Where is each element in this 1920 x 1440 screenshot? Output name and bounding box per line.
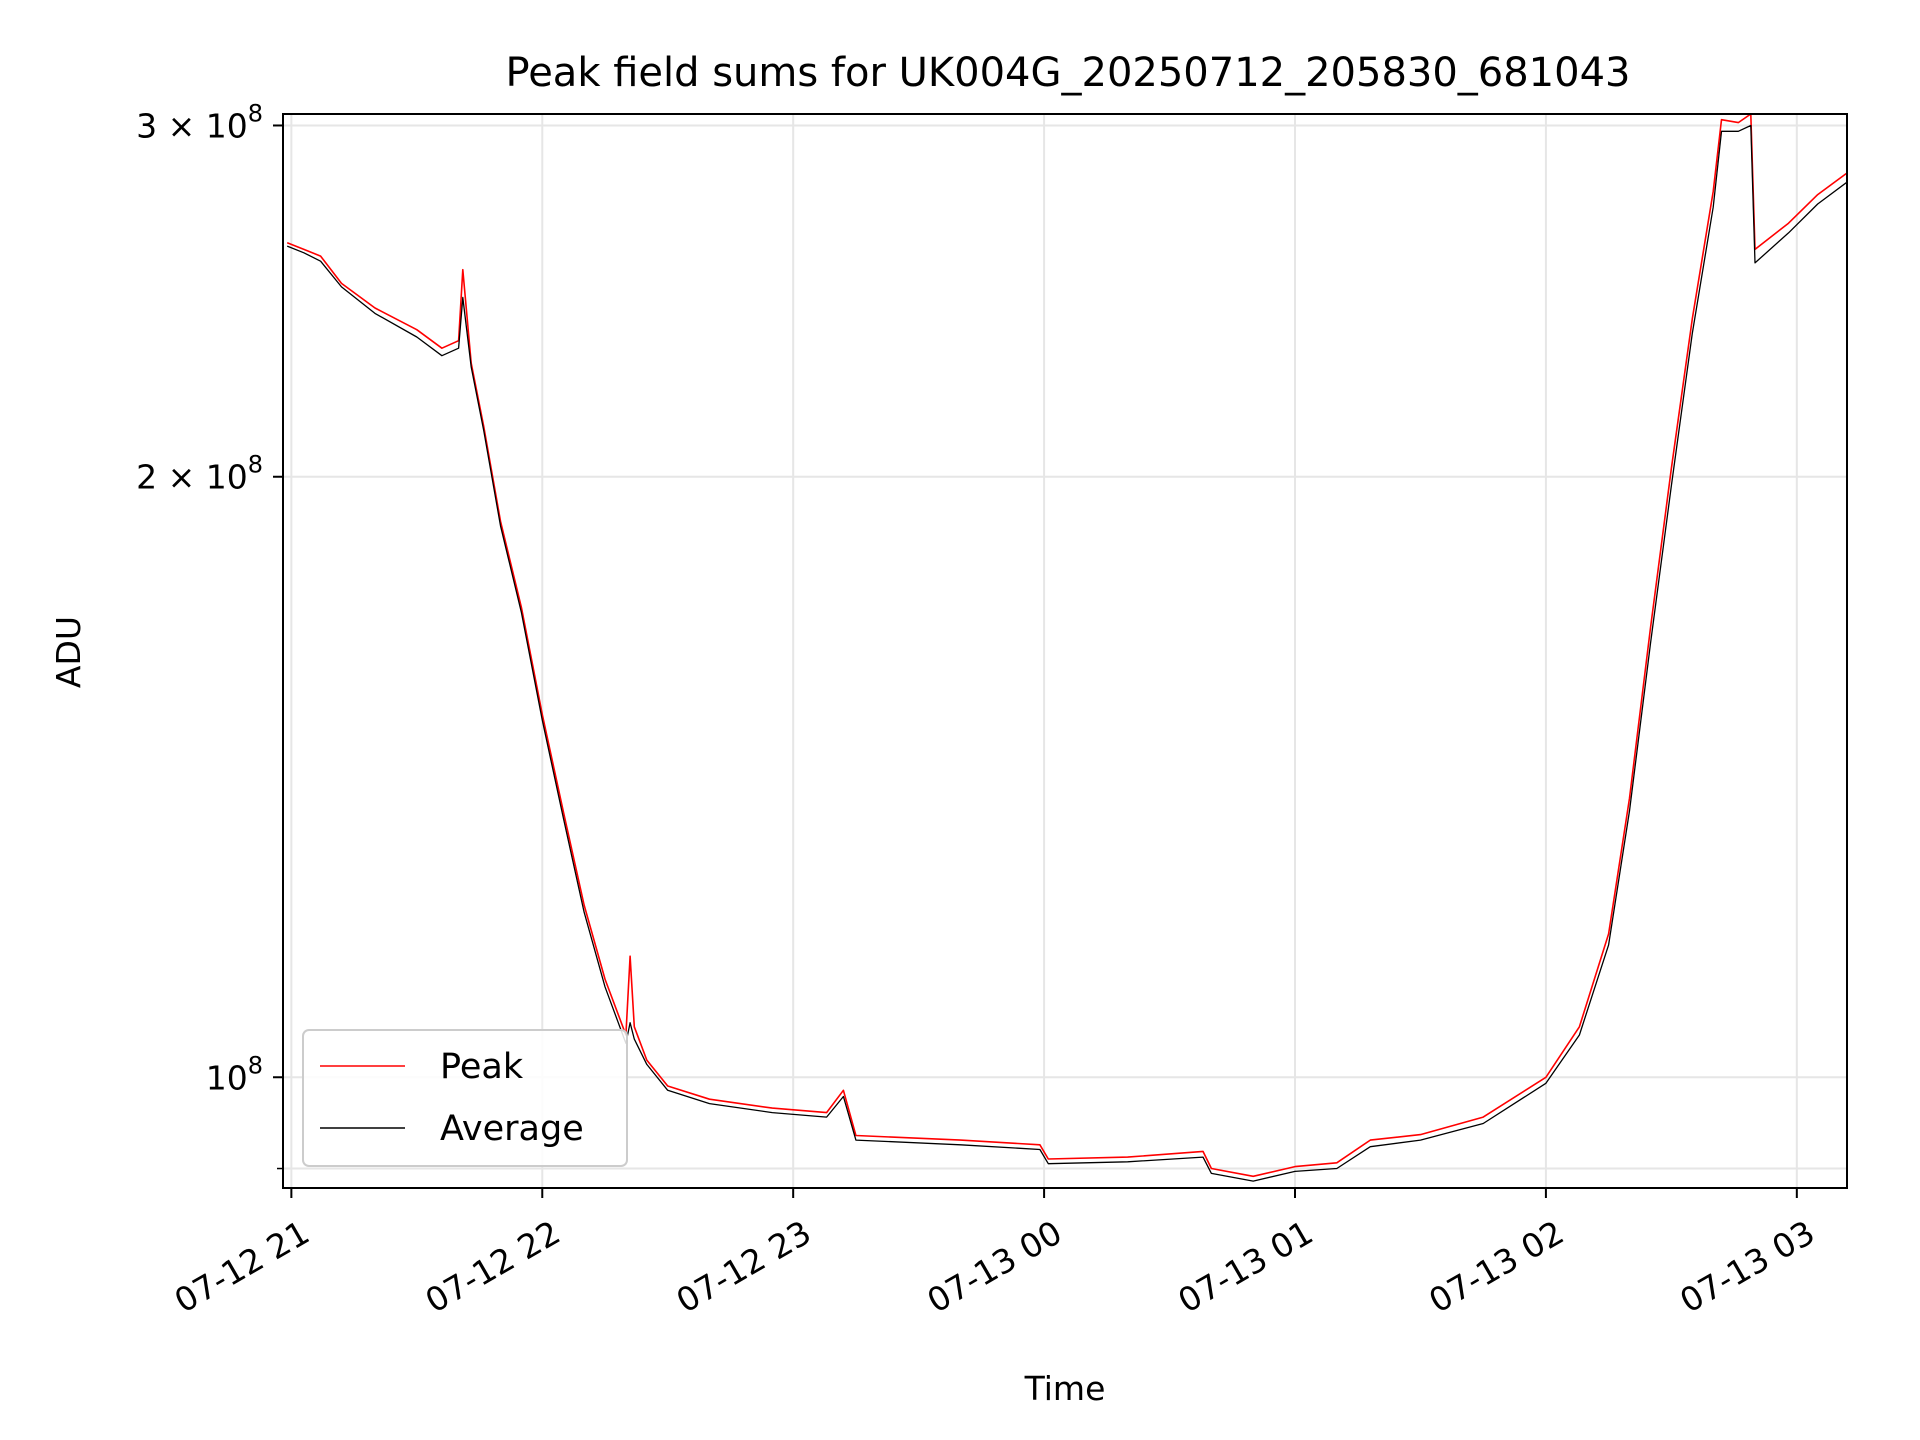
chart-title: Peak field sums for UK004G_20250712_2058… (506, 50, 1631, 96)
x-axis-label: Time (1024, 1369, 1106, 1408)
y-tick-label: 108 (206, 1051, 263, 1097)
y-tick-label: 2 × 108 (136, 451, 263, 497)
y-axis-label: ADU (49, 616, 88, 688)
grid (283, 114, 1847, 1188)
series-line-average (286, 124, 1847, 1182)
legend-label-peak: Peak (440, 1047, 524, 1087)
y-tick-label: 3 × 108 (136, 99, 263, 145)
plot-area (286, 114, 1847, 1182)
series-line-peak (286, 114, 1847, 1178)
y-axis-ticks: 3 × 108 2 × 108 108 (136, 99, 283, 1170)
legend: Peak Average (302, 1029, 628, 1167)
plot-frame (282, 113, 1848, 1189)
series-layer (286, 114, 1847, 1182)
legend-label-average: Average (440, 1109, 584, 1149)
legend-box (302, 1029, 628, 1167)
